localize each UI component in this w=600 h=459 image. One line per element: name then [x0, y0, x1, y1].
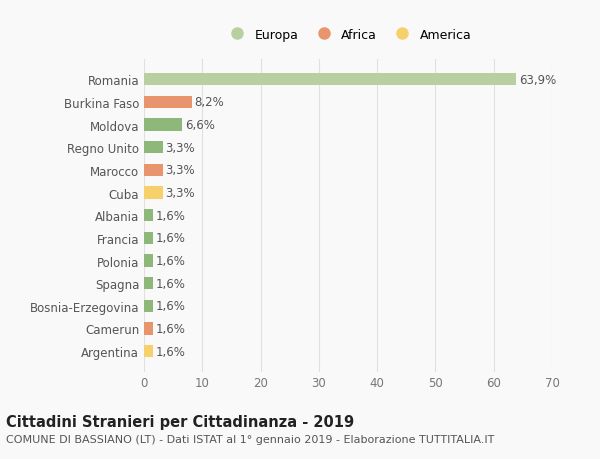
Bar	[144, 277, 154, 290]
Text: 1,6%: 1,6%	[155, 209, 185, 222]
Text: 8,2%: 8,2%	[194, 96, 224, 109]
Text: 3,3%: 3,3%	[166, 164, 195, 177]
Text: 1,6%: 1,6%	[155, 345, 185, 358]
Bar	[144, 255, 154, 267]
Text: 1,6%: 1,6%	[155, 254, 185, 268]
Text: 1,6%: 1,6%	[155, 277, 185, 290]
Bar	[144, 142, 163, 154]
Bar	[144, 209, 154, 222]
Text: Cittadini Stranieri per Cittadinanza - 2019: Cittadini Stranieri per Cittadinanza - 2…	[6, 414, 354, 429]
Text: 63,9%: 63,9%	[519, 73, 556, 87]
Bar	[144, 345, 154, 358]
Bar	[144, 74, 517, 86]
Bar	[144, 96, 192, 109]
Text: 3,3%: 3,3%	[166, 187, 195, 200]
Text: COMUNE DI BASSIANO (LT) - Dati ISTAT al 1° gennaio 2019 - Elaborazione TUTTITALI: COMUNE DI BASSIANO (LT) - Dati ISTAT al …	[6, 434, 494, 443]
Text: 6,6%: 6,6%	[185, 119, 215, 132]
Text: 1,6%: 1,6%	[155, 300, 185, 313]
Bar	[144, 323, 154, 335]
Text: 1,6%: 1,6%	[155, 322, 185, 335]
Bar	[144, 300, 154, 313]
Legend: Europa, Africa, America: Europa, Africa, America	[225, 28, 471, 41]
Bar	[144, 164, 163, 177]
Bar	[144, 232, 154, 245]
Bar	[144, 187, 163, 199]
Text: 1,6%: 1,6%	[155, 232, 185, 245]
Text: 3,3%: 3,3%	[166, 141, 195, 154]
Bar	[144, 119, 182, 132]
